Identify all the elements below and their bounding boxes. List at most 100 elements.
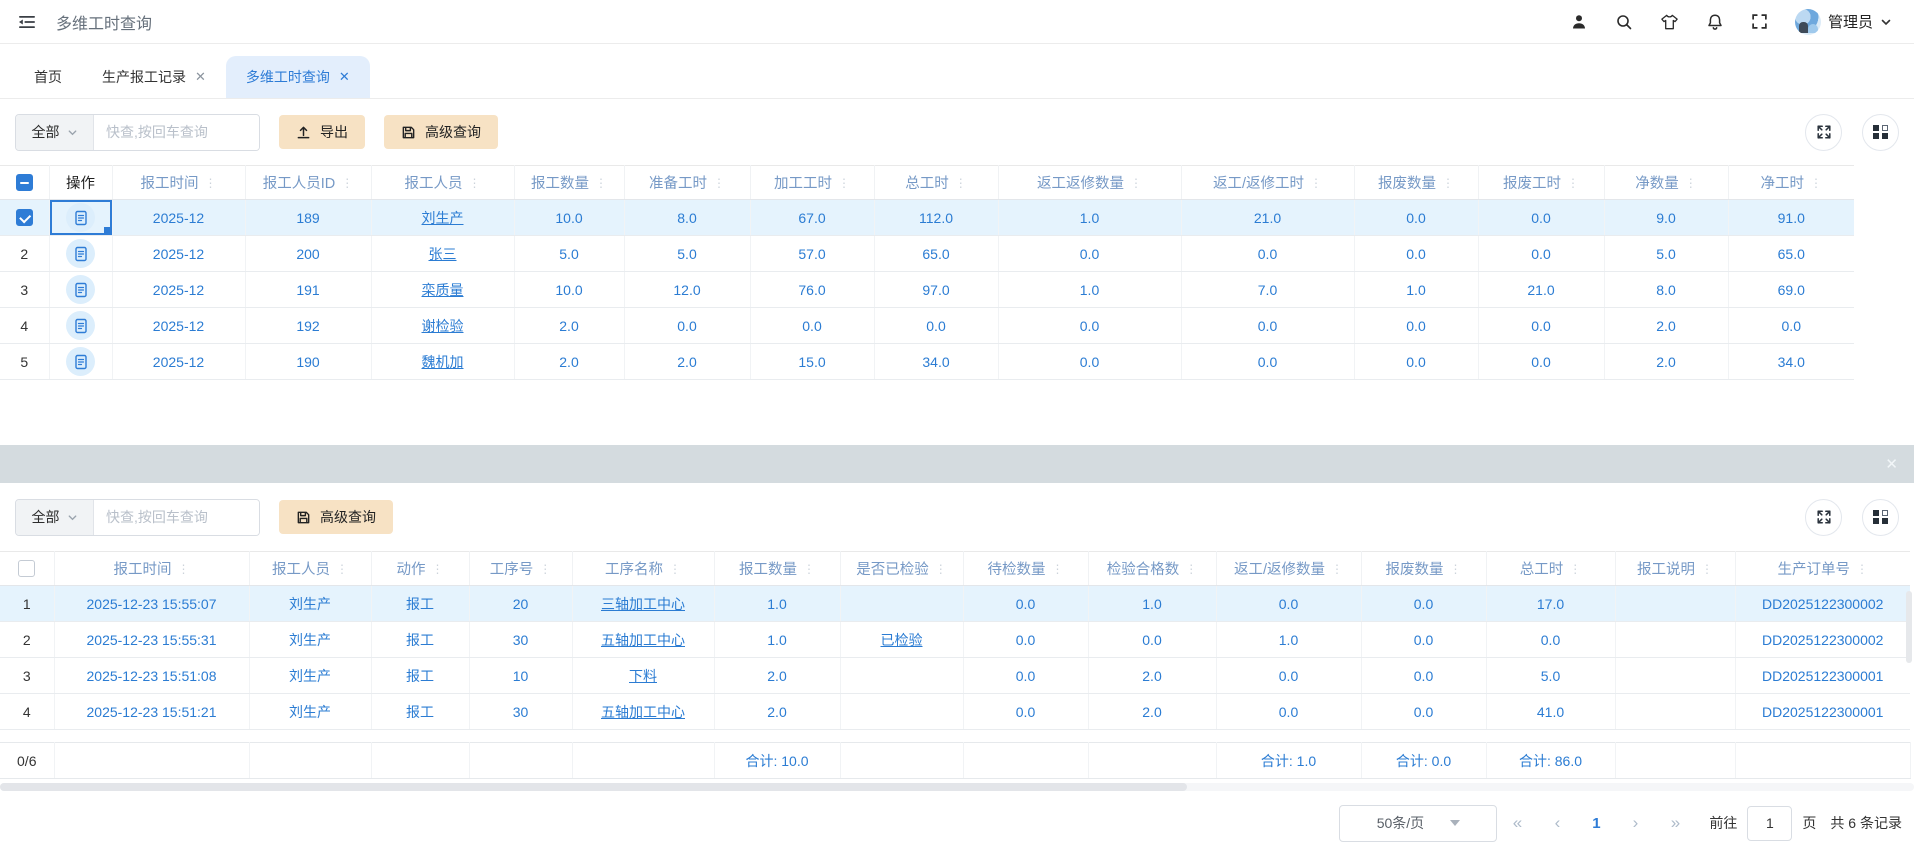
column-header[interactable]: 报工人员ID ⋮ bbox=[245, 165, 372, 200]
cell-link[interactable]: 三轴加工中心 bbox=[601, 595, 685, 612]
prev-page-button[interactable]: ‹ bbox=[1554, 813, 1561, 832]
column-menu-icon[interactable]: ⋮ bbox=[1701, 561, 1713, 576]
column-settings-button[interactable] bbox=[1862, 498, 1899, 536]
table-row[interactable]: 5 2025-12 190 魏机加 2.0 2.0 15.0 34.0 0.0 0.0 0.0 0.0… bbox=[0, 343, 1854, 380]
table-row[interactable]: 4 2025-12 192 谢检验 2.0 0.0 0.0 0.0 0.0 0.0 0.0 0.0 2.… bbox=[0, 307, 1854, 344]
view-record-button[interactable] bbox=[66, 203, 95, 232]
advanced-query-button[interactable]: 高级查询 bbox=[384, 115, 498, 149]
column-settings-button[interactable] bbox=[1862, 113, 1899, 151]
column-header[interactable]: 净数量 ⋮ bbox=[1604, 165, 1729, 200]
goto-page-input[interactable] bbox=[1747, 805, 1793, 841]
column-menu-icon[interactable]: ⋮ bbox=[431, 561, 444, 576]
notifications-bell-icon[interactable] bbox=[1706, 13, 1724, 31]
column-header[interactable]: 报工人员 ⋮ bbox=[249, 551, 372, 586]
table-row[interactable]: 4 2025-12-23 15:51:21 刘生产 报工 30 五轴加工中心 2.0 0.0 2… bbox=[0, 693, 1910, 730]
column-header[interactable]: 工序号 ⋮ bbox=[469, 551, 573, 586]
cell-link[interactable]: 魏机加 bbox=[421, 353, 464, 370]
select-all-checkbox[interactable] bbox=[15, 174, 33, 191]
column-menu-icon[interactable]: ⋮ bbox=[468, 175, 481, 190]
view-record-button[interactable] bbox=[66, 347, 95, 376]
column-menu-icon[interactable]: ⋮ bbox=[1810, 175, 1822, 190]
column-menu-icon[interactable]: ⋮ bbox=[204, 175, 217, 190]
scope-select[interactable]: 全部 bbox=[16, 499, 94, 535]
tab-multidim-hours[interactable]: 多维工时查询 ✕ bbox=[225, 56, 370, 98]
column-menu-icon[interactable]: ⋮ bbox=[838, 175, 850, 190]
column-menu-icon[interactable]: ⋮ bbox=[1856, 561, 1868, 576]
column-menu-icon[interactable]: ⋮ bbox=[1051, 561, 1064, 576]
column-header[interactable]: 净工时 ⋮ bbox=[1728, 165, 1854, 200]
horizontal-scrollbar[interactable] bbox=[0, 783, 1914, 791]
user-icon[interactable] bbox=[1570, 13, 1588, 31]
quick-search-input[interactable] bbox=[94, 114, 259, 150]
column-header[interactable]: 报废数量 ⋮ bbox=[1354, 165, 1479, 200]
column-header[interactable]: 动作 ⋮ bbox=[371, 551, 470, 586]
theme-shirt-icon[interactable] bbox=[1660, 13, 1679, 31]
table-row[interactable]: 1 2025-12-23 15:55:07 刘生产 报工 20 三轴加工中心 1.0 0.0 1… bbox=[0, 585, 1910, 622]
column-header[interactable]: 返工/返修工时 ⋮ bbox=[1181, 165, 1355, 200]
column-header[interactable]: 报工时间 ⋮ bbox=[54, 551, 250, 586]
tab-home[interactable]: 首页 bbox=[34, 69, 62, 85]
column-header[interactable]: 返工/返修数量 ⋮ bbox=[1216, 551, 1362, 586]
row-checkbox[interactable] bbox=[15, 209, 33, 226]
column-header[interactable]: 报废数量 ⋮ bbox=[1361, 551, 1487, 586]
column-menu-icon[interactable]: ⋮ bbox=[336, 561, 348, 576]
column-menu-icon[interactable]: ⋮ bbox=[934, 561, 947, 576]
column-menu-icon[interactable]: ⋮ bbox=[539, 561, 552, 576]
column-menu-icon[interactable]: ⋮ bbox=[1310, 175, 1323, 190]
cell-link[interactable]: 谢检验 bbox=[421, 317, 464, 334]
first-page-button[interactable]: « bbox=[1512, 813, 1523, 832]
column-menu-icon[interactable]: ⋮ bbox=[1442, 175, 1454, 190]
column-menu-icon[interactable]: ⋮ bbox=[1567, 175, 1579, 190]
cell-link[interactable]: 刘生产 bbox=[421, 209, 464, 226]
column-header[interactable]: 报工说明 ⋮ bbox=[1615, 551, 1736, 586]
scope-select[interactable]: 全部 bbox=[16, 114, 94, 150]
table-row[interactable]: 2 2025-12 200 张三 5.0 5.0 57.0 65.0 0.0 0.0 0.0 0.0 5… bbox=[0, 235, 1854, 272]
column-menu-icon[interactable]: ⋮ bbox=[954, 175, 967, 190]
column-menu-icon[interactable]: ⋮ bbox=[713, 175, 725, 190]
search-icon[interactable] bbox=[1615, 13, 1633, 31]
last-page-button[interactable]: » bbox=[1670, 813, 1681, 832]
column-header[interactable]: 报工时间 ⋮ bbox=[112, 165, 246, 200]
column-header[interactable]: 工序名称 ⋮ bbox=[572, 551, 715, 586]
expand-fullscreen-button[interactable] bbox=[1805, 113, 1842, 151]
panel-splitter[interactable]: ✕ bbox=[0, 445, 1914, 483]
quick-search-input[interactable] bbox=[94, 499, 259, 535]
column-header[interactable]: 生产订单号 ⋮ bbox=[1735, 551, 1910, 586]
column-header[interactable]: 总工时 ⋮ bbox=[1486, 551, 1616, 586]
export-button[interactable]: 导出 bbox=[279, 115, 365, 149]
column-header[interactable]: 报工人员 ⋮ bbox=[371, 165, 515, 200]
column-header[interactable]: 返工返修数量 ⋮ bbox=[998, 165, 1182, 200]
column-header[interactable]: 加工工时 ⋮ bbox=[750, 165, 875, 200]
splitter-close-icon[interactable]: ✕ bbox=[1885, 456, 1898, 473]
user-menu[interactable]: 管理员 bbox=[1794, 8, 1892, 35]
cell-link[interactable]: 已检验 bbox=[880, 631, 923, 648]
select-all-checkbox[interactable] bbox=[18, 560, 36, 577]
page-size-select[interactable]: 50条/页 bbox=[1339, 804, 1498, 842]
cell-link[interactable]: 下料 bbox=[629, 667, 657, 684]
next-page-button[interactable]: › bbox=[1632, 813, 1639, 832]
tab-production-report[interactable]: 生产报工记录 ✕ bbox=[102, 69, 206, 85]
current-page-button[interactable]: 1 bbox=[1592, 814, 1601, 832]
column-header[interactable]: 报废工时 ⋮ bbox=[1478, 165, 1605, 200]
table-row[interactable]: 2025-12 189 刘生产 10.0 8.0 67.0 112.0 1.0 21.0 0.0 0… bbox=[0, 199, 1854, 236]
column-header[interactable]: 报工数量 ⋮ bbox=[714, 551, 841, 586]
fullscreen-icon[interactable] bbox=[1751, 13, 1768, 30]
column-menu-icon[interactable]: ⋮ bbox=[803, 561, 815, 576]
table-row[interactable]: 3 2025-12-23 15:51:08 刘生产 报工 10 下料 2.0 0.0 2.0 0.… bbox=[0, 657, 1910, 694]
tab-close-icon[interactable]: ✕ bbox=[195, 69, 206, 84]
column-menu-icon[interactable]: ⋮ bbox=[1449, 561, 1462, 576]
menu-fold-icon[interactable] bbox=[18, 14, 38, 30]
column-menu-icon[interactable]: ⋮ bbox=[595, 175, 607, 190]
column-menu-icon[interactable]: ⋮ bbox=[1684, 175, 1697, 190]
column-menu-icon[interactable]: ⋮ bbox=[1331, 561, 1344, 576]
view-record-button[interactable] bbox=[66, 275, 95, 304]
column-header[interactable]: 是否已检验 ⋮ bbox=[840, 551, 964, 586]
cell-link[interactable]: 张三 bbox=[428, 245, 457, 262]
cell-link[interactable]: 栾质量 bbox=[421, 281, 464, 298]
cell-link[interactable]: 五轴加工中心 bbox=[601, 703, 685, 720]
column-menu-icon[interactable]: ⋮ bbox=[669, 561, 681, 576]
table-row[interactable]: 2 2025-12-23 15:55:31 刘生产 报工 30 五轴加工中心 1.0 已检验 0… bbox=[0, 621, 1910, 658]
tab-close-icon[interactable]: ✕ bbox=[338, 69, 350, 84]
expand-fullscreen-button[interactable] bbox=[1805, 498, 1842, 536]
column-header[interactable]: 报工数量 ⋮ bbox=[514, 165, 625, 200]
